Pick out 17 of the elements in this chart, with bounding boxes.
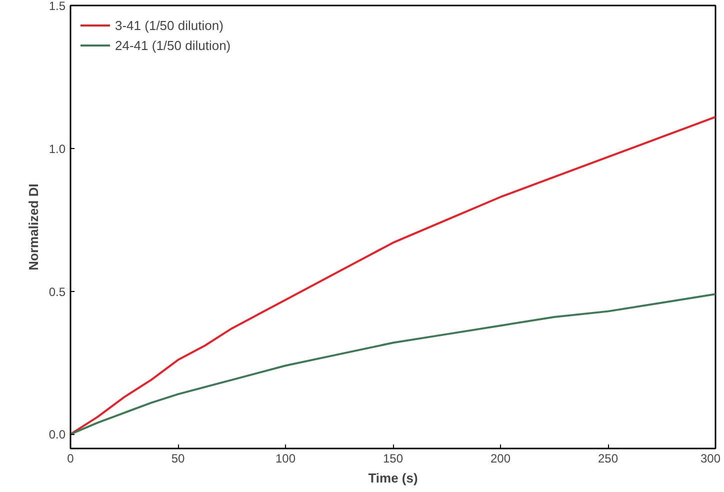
x-tick-label: 50 [171,452,185,466]
y-tick-label: 0.0 [48,428,66,442]
x-tick-label: 300 [700,452,721,466]
legend-label: 24-41 (1/50 dilution) [115,38,231,52]
x-tick-label: 200 [490,452,511,466]
line-series [70,293,716,436]
x-tick-label: 150 [382,452,404,466]
x-axis-title: Time (s) [368,470,418,486]
line-series [70,116,716,436]
y-tick-label: 1.0 [48,142,66,156]
y-tick-label: 0.5 [48,284,66,299]
x-tick-label: 0 [67,452,74,466]
y-tick-label: 1.5 [48,0,66,13]
x-tick-label: 100 [275,452,296,466]
x-tick-label: 250 [598,452,618,466]
y-axis-title: Normalized DI [26,184,41,270]
legend-label: 3-41 (1/50 dilution) [115,18,224,32]
